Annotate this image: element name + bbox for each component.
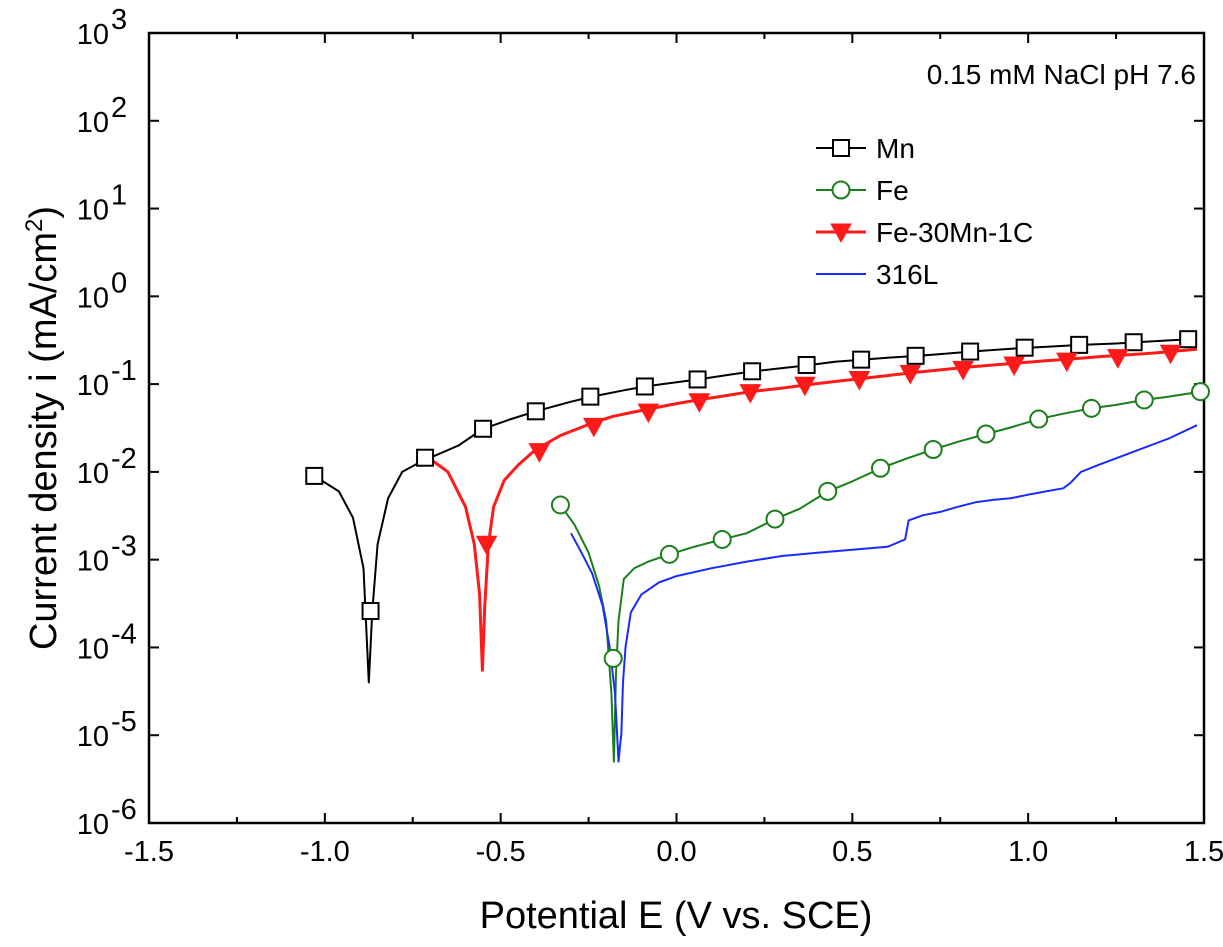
data-point-Mn	[961, 342, 980, 361]
series-line-316L	[570, 424, 1198, 763]
data-point-Fe	[1190, 382, 1210, 402]
data-point-Fe-30Mn-1C	[1106, 349, 1129, 369]
data-point-Mn	[1070, 335, 1089, 354]
data-point-Fe	[1134, 390, 1154, 410]
data-point-Mn	[1124, 333, 1143, 352]
data-point-Mn	[474, 419, 493, 438]
data-point-Fe-30Mn-1C	[583, 417, 605, 438]
legend-label: Mn	[876, 133, 915, 164]
data-point-Mn	[688, 370, 707, 389]
series-lines	[313, 337, 1201, 763]
y-tick-label: 10	[77, 370, 109, 402]
data-point-Fe	[603, 648, 623, 668]
data-point-Mn	[797, 356, 816, 375]
y-tick-label: 10	[77, 107, 109, 139]
data-point-Fe-30Mn-1C	[899, 365, 922, 385]
data-point-Mn	[1015, 338, 1034, 357]
x-axis: -1.5 -1.0 -0.5 0.0 0.5 1.0 1.5	[124, 33, 1223, 868]
data-point-Mn	[581, 387, 600, 406]
y-axis-title-suffix: )	[23, 206, 65, 219]
series-line-Mn	[313, 337, 1198, 684]
data-point-Fe-30Mn-1C	[1003, 356, 1025, 377]
data-point-Fe-30Mn-1C	[794, 376, 816, 397]
data-point-Fe	[818, 481, 838, 501]
y-tick-label: 10	[77, 633, 109, 665]
y-tick-exponent: -1	[111, 355, 137, 387]
x-tick-label: 1.0	[1008, 836, 1048, 868]
y-axis-title-main: Current density i (mA/cm	[23, 232, 65, 650]
data-point-Fe-30Mn-1C	[1159, 344, 1182, 365]
series-line-Fe-30Mn-1C	[429, 347, 1198, 672]
y-tick-label: 10	[77, 721, 109, 753]
data-point-Fe	[765, 509, 785, 529]
data-point-Fe-30Mn-1C	[637, 403, 660, 424]
y-tick-label: 10	[77, 19, 109, 51]
y-tick-exponent: -2	[111, 443, 137, 475]
data-point-Fe-30Mn-1C	[528, 443, 551, 463]
legend-label: 316L	[876, 259, 938, 290]
y-tick-label: 10	[77, 458, 109, 490]
y-tick-exponent: -6	[111, 794, 137, 826]
data-point-Fe	[712, 529, 732, 549]
y-tick-label: 10	[77, 195, 109, 227]
series-markers	[305, 330, 1210, 668]
legend-marker	[831, 180, 851, 200]
data-point-Fe	[870, 458, 890, 478]
x-tick-label: 0.5	[832, 836, 872, 868]
data-point-Mn	[305, 466, 324, 485]
data-point-Mn	[526, 402, 545, 421]
legend: Mn Fe Fe-30Mn-1C 316L	[816, 133, 1033, 290]
data-point-Fe	[659, 544, 679, 564]
y-tick-label: 10	[77, 282, 109, 314]
x-tick-label: -0.5	[476, 836, 526, 868]
y-tick-label: 10	[77, 546, 109, 578]
legend-label: Fe-30Mn-1C	[876, 217, 1033, 248]
data-point-Fe	[923, 439, 943, 459]
data-point-Fe	[1029, 409, 1049, 429]
data-point-Fe	[550, 495, 570, 515]
data-point-Fe-30Mn-1C	[475, 535, 498, 556]
x-tick-label: 0.0	[656, 836, 696, 868]
data-point-Mn	[743, 362, 762, 381]
data-point-Mn	[852, 350, 871, 369]
y-tick-exponent: 2	[111, 92, 127, 124]
data-point-Fe-30Mn-1C	[952, 360, 974, 381]
data-point-Fe	[976, 424, 996, 444]
x-tick-label: -1.5	[124, 836, 174, 868]
plot-frame	[147, 31, 1206, 825]
y-tick-exponent: 0	[111, 267, 127, 299]
data-point-Mn	[361, 602, 380, 621]
y-axis-title-sup: 2	[21, 219, 48, 232]
y-tick-exponent: -4	[111, 618, 137, 650]
legend-marker	[832, 139, 850, 157]
data-point-Fe-30Mn-1C	[848, 370, 871, 391]
y-axis-title: Current density i (mA/cm2)	[21, 206, 65, 650]
legend-marker	[830, 223, 852, 244]
data-point-Mn	[906, 346, 925, 365]
y-tick-exponent: -5	[111, 706, 137, 738]
data-point-Fe	[1081, 398, 1101, 418]
data-point-Mn	[1179, 330, 1198, 349]
x-tick-label: -1.0	[300, 836, 350, 868]
y-tick-exponent: 3	[111, 4, 127, 36]
data-point-Fe-30Mn-1C	[688, 393, 711, 413]
data-point-Fe-30Mn-1C	[1056, 352, 1078, 373]
x-tick-label: 1.5	[1184, 836, 1223, 868]
y-tick-exponent: 1	[111, 180, 127, 212]
series-line-Fe	[559, 390, 1201, 763]
y-tick-exponent: -3	[111, 531, 137, 563]
x-axis-title: Potential E (V vs. SCE)	[480, 895, 873, 937]
y-tick-label: 10	[77, 809, 109, 841]
data-point-Mn	[635, 377, 654, 396]
data-point-Fe-30Mn-1C	[739, 384, 762, 404]
data-point-Mn	[416, 448, 435, 467]
condition-annotation: 0.15 mM NaCl pH 7.6	[927, 59, 1196, 90]
legend-label: Fe	[876, 175, 909, 206]
